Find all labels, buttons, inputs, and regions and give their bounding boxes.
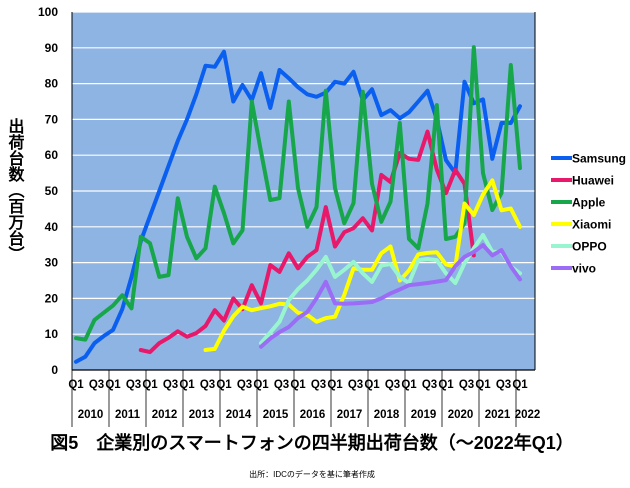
quarter-tick-label: Q1: [364, 379, 380, 391]
quarter-tick-label: Q3: [163, 379, 178, 391]
quarter-tick-label: Q1: [179, 379, 195, 391]
y-axis-label: 出荷台数（百万台）: [6, 117, 26, 262]
quarter-tick-label: Q3: [422, 379, 437, 391]
quarter-tick-label: Q3: [385, 379, 400, 391]
legend-label: Huawei: [572, 174, 614, 188]
y-tick-label: 20: [45, 291, 59, 305]
quarter-tick-label: Q1: [68, 379, 84, 391]
legend-label: Xiaomi: [572, 218, 611, 232]
quarter-tick-label: Q1: [401, 379, 417, 391]
y-tick-label: 70: [45, 112, 59, 126]
year-label: 2017: [337, 409, 363, 421]
quarter-tick-label: Q1: [105, 379, 121, 391]
year-label: 2018: [374, 409, 400, 421]
quarter-tick-label: Q3: [348, 379, 363, 391]
y-tick-label: 80: [45, 77, 59, 91]
series-line-vivo: [259, 243, 522, 349]
quarter-tick-label: Q3: [274, 379, 289, 391]
year-label: 2012: [152, 409, 178, 421]
series-line-oppo: [259, 233, 522, 346]
year-label: 2020: [448, 409, 474, 421]
quarter-tick-label: Q3: [496, 379, 511, 391]
quarter-tick-label: Q3: [126, 379, 141, 391]
quarter-tick-label: Q3: [200, 379, 215, 391]
quarter-tick-label: Q1: [327, 379, 343, 391]
legend-label: Apple: [572, 196, 606, 210]
y-tick-label: 100: [38, 5, 58, 19]
series-line-apple: [74, 45, 522, 342]
y-tick-label: 90: [45, 41, 59, 55]
y-tick-label: 0: [51, 363, 58, 377]
source-note: 出所：IDCのデータを基に筆者作成: [249, 469, 375, 479]
year-label: 2014: [226, 409, 252, 421]
year-label: 2021: [485, 409, 511, 421]
y-tick-label: 30: [45, 256, 59, 270]
quarter-tick-label: Q1: [512, 379, 528, 391]
year-label: 2022: [515, 409, 541, 421]
y-tick-label: 40: [45, 220, 59, 234]
year-label: 2016: [300, 409, 326, 421]
quarter-tick-label: Q1: [438, 379, 454, 391]
legend-label: OPPO: [572, 240, 607, 254]
quarter-tick-label: Q3: [311, 379, 326, 391]
year-label: 2015: [263, 409, 289, 421]
quarter-tick-label: Q3: [237, 379, 252, 391]
year-label: 2010: [78, 409, 104, 421]
y-tick-label: 60: [45, 148, 59, 162]
year-label: 2013: [189, 409, 215, 421]
legend-label: vivo: [572, 262, 596, 276]
quarter-tick-label: Q1: [290, 379, 306, 391]
y-tick-label: 10: [45, 327, 59, 341]
series-line-huawei: [138, 129, 476, 355]
quarter-tick-label: Q1: [475, 379, 491, 391]
quarter-tick-label: Q1: [216, 379, 232, 391]
legend-label: Samsung: [572, 152, 626, 166]
y-tick-label: 50: [45, 184, 59, 198]
series-line-xiaomi: [203, 178, 522, 352]
chart-title: 図5 企業別のスマートフォンの四半期出荷台数（～2022年Q1）: [50, 432, 574, 453]
year-label: 2019: [411, 409, 437, 421]
quarter-tick-label: Q3: [89, 379, 104, 391]
quarter-tick-label: Q1: [142, 379, 158, 391]
quarter-tick-label: Q1: [253, 379, 269, 391]
quarter-tick-label: Q3: [459, 379, 474, 391]
series-line-samsung: [74, 49, 522, 364]
year-label: 2011: [115, 409, 141, 421]
